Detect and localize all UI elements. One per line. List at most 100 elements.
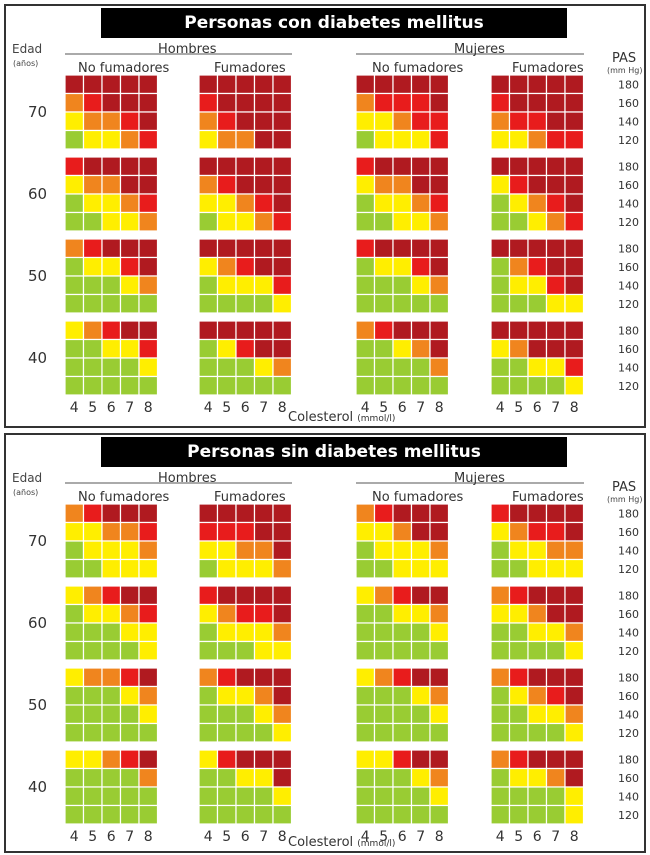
- risk-cell-women-non-smokers-60-180-7: [410, 585, 431, 606]
- risk-cell-women-non-smokers-70-120-4: [355, 558, 376, 579]
- risk-cell-women-smokers-50-140-5: [508, 704, 529, 725]
- risk-cell-men-non-smokers-50-160-6: [101, 256, 122, 277]
- risk-cell-men-smokers-50-180-5: [216, 667, 237, 688]
- risk-cell-women-non-smokers-60-120-7: [410, 640, 431, 661]
- risk-cell-men-non-smokers-50-180-5: [82, 238, 103, 259]
- risk-cell-women-smokers-60-160-7: [545, 174, 566, 195]
- risk-cell-men-non-smokers-50-180-5: [82, 667, 103, 688]
- risk-cell-men-smokers-40-160-6: [235, 767, 256, 788]
- risk-cell-women-smokers-70-120-5: [508, 558, 529, 579]
- risk-cell-women-non-smokers-50-140-6: [392, 704, 413, 725]
- risk-cell-women-non-smokers-50-120-6: [392, 293, 413, 314]
- risk-cell-men-smokers-70-140-6: [235, 540, 256, 561]
- risk-cell-women-non-smokers-70-140-8: [429, 111, 450, 132]
- pas-tick: 160: [618, 261, 639, 274]
- pas-tick: 120: [618, 216, 639, 229]
- risk-cell-men-non-smokers-60-160-5: [82, 603, 103, 624]
- risk-cell-women-smokers-50-180-4: [490, 238, 511, 259]
- risk-cell-women-non-smokers-40-140-6: [392, 357, 413, 378]
- risk-cell-women-non-smokers-70-140-5: [373, 111, 394, 132]
- risk-cell-men-non-smokers-50-160-4: [64, 685, 85, 706]
- risk-cell-men-smokers-60-180-5: [216, 156, 237, 177]
- risk-cell-women-non-smokers-40-120-5: [373, 375, 394, 396]
- risk-cell-women-smokers-70-120-8: [564, 129, 585, 150]
- risk-cell-men-non-smokers-70-140-7: [119, 540, 140, 561]
- men-header: Hombres: [158, 42, 217, 57]
- risk-cell-men-non-smokers-50-140-5: [82, 275, 103, 296]
- risk-cell-men-smokers-50-140-7: [253, 275, 274, 296]
- risk-cell-men-non-smokers-50-160-8: [138, 685, 159, 706]
- risk-cell-women-smokers-40-120-5: [508, 375, 529, 396]
- risk-cell-women-smokers-70-180-6: [527, 503, 548, 524]
- risk-cell-men-non-smokers-40-180-8: [138, 320, 159, 341]
- risk-cell-men-smokers-60-160-8: [272, 603, 293, 624]
- risk-cell-men-non-smokers-50-120-4: [64, 722, 85, 743]
- risk-cell-women-non-smokers-40-140-5: [373, 357, 394, 378]
- risk-cell-men-non-smokers-60-140-4: [64, 193, 85, 214]
- risk-cell-men-smokers-70-140-6: [235, 111, 256, 132]
- risk-cell-women-non-smokers-40-160-4: [355, 767, 376, 788]
- risk-cell-men-smokers-70-160-8: [272, 521, 293, 542]
- risk-cell-men-smokers-60-140-5: [216, 622, 237, 643]
- cholesterol-unit: (mmol/l): [357, 414, 396, 424]
- risk-cell-women-smokers-50-140-6: [527, 275, 548, 296]
- risk-cell-women-smokers-70-120-4: [490, 558, 511, 579]
- risk-cell-women-smokers-50-140-8: [564, 275, 585, 296]
- risk-cell-women-smokers-40-140-5: [508, 786, 529, 807]
- risk-cell-women-smokers-40-120-6: [527, 804, 548, 825]
- cholesterol-label: Colesterol: [288, 835, 354, 850]
- risk-cell-women-smokers-70-140-6: [527, 111, 548, 132]
- cholesterol-tick: 6: [107, 829, 116, 845]
- risk-cell-women-non-smokers-50-140-6: [392, 275, 413, 296]
- risk-cell-women-smokers-50-120-7: [545, 293, 566, 314]
- risk-cell-women-smokers-50-120-6: [527, 293, 548, 314]
- risk-cell-men-non-smokers-60-180-8: [138, 585, 159, 606]
- risk-cell-men-non-smokers-40-160-8: [138, 767, 159, 788]
- risk-cell-women-smokers-70-140-5: [508, 540, 529, 561]
- risk-cell-women-non-smokers-40-160-4: [355, 338, 376, 359]
- risk-cell-women-non-smokers-50-140-8: [429, 275, 450, 296]
- risk-cell-women-non-smokers-40-160-5: [373, 338, 394, 359]
- risk-cell-women-non-smokers-50-180-5: [373, 667, 394, 688]
- risk-cell-men-smokers-60-140-8: [272, 622, 293, 643]
- risk-cell-women-smokers-50-160-7: [545, 685, 566, 706]
- risk-cell-women-smokers-70-160-4: [490, 92, 511, 113]
- risk-cell-men-smokers-50-120-6: [235, 293, 256, 314]
- risk-cell-women-smokers-60-140-6: [527, 193, 548, 214]
- pas-tick: 120: [618, 134, 639, 147]
- risk-cell-women-non-smokers-50-140-7: [410, 275, 431, 296]
- risk-cell-men-non-smokers-40-140-8: [138, 357, 159, 378]
- heatmap-svg-diabetes: 4 5 6 7 8 4 5 6 7 8 4 5 6 7 8 4 5 6 7 870180160140120601801…: [28, 53, 639, 416]
- risk-cell-men-non-smokers-40-160-7: [119, 338, 140, 359]
- risk-cell-men-smokers-40-160-4: [198, 767, 219, 788]
- age-tick: 50: [28, 696, 47, 714]
- risk-cell-women-smokers-60-160-5: [508, 603, 529, 624]
- risk-cell-women-non-smokers-50-140-4: [355, 275, 376, 296]
- risk-cell-men-non-smokers-60-140-5: [82, 193, 103, 214]
- pas-tick: 120: [618, 809, 639, 822]
- risk-cell-men-non-smokers-60-160-5: [82, 174, 103, 195]
- risk-cell-men-smokers-40-180-8: [272, 749, 293, 770]
- risk-cell-women-non-smokers-40-180-7: [410, 320, 431, 341]
- risk-cell-women-non-smokers-50-160-7: [410, 685, 431, 706]
- risk-cell-men-non-smokers-40-160-5: [82, 338, 103, 359]
- risk-cell-women-smokers-50-140-7: [545, 275, 566, 296]
- risk-cell-men-smokers-40-140-6: [235, 357, 256, 378]
- risk-cell-women-smokers-60-180-8: [564, 156, 585, 177]
- risk-cell-men-non-smokers-70-140-8: [138, 540, 159, 561]
- risk-cell-women-non-smokers-50-120-7: [410, 293, 431, 314]
- risk-cell-women-smokers-40-180-7: [545, 320, 566, 341]
- risk-cell-men-non-smokers-50-160-8: [138, 256, 159, 277]
- pas-tick: 140: [618, 279, 639, 292]
- risk-cell-women-non-smokers-50-140-4: [355, 704, 376, 725]
- pas-tick: 140: [618, 790, 639, 803]
- risk-cell-men-smokers-60-160-5: [216, 174, 237, 195]
- risk-cell-women-smokers-60-180-5: [508, 585, 529, 606]
- risk-cell-women-non-smokers-40-140-6: [392, 786, 413, 807]
- chart-panel-diabetes: 4 5 6 7 8 4 5 6 7 8 4 5 6 7 8 4 5 6 7 8 70 180 160 140 120 60 180 1…: [4, 4, 646, 428]
- risk-cell-men-smokers-40-180-7: [253, 320, 274, 341]
- risk-cell-men-non-smokers-70-140-4: [64, 540, 85, 561]
- risk-cell-men-non-smokers-50-120-8: [138, 722, 159, 743]
- risk-cell-men-smokers-70-120-6: [235, 558, 256, 579]
- risk-cell-men-non-smokers-40-140-4: [64, 357, 85, 378]
